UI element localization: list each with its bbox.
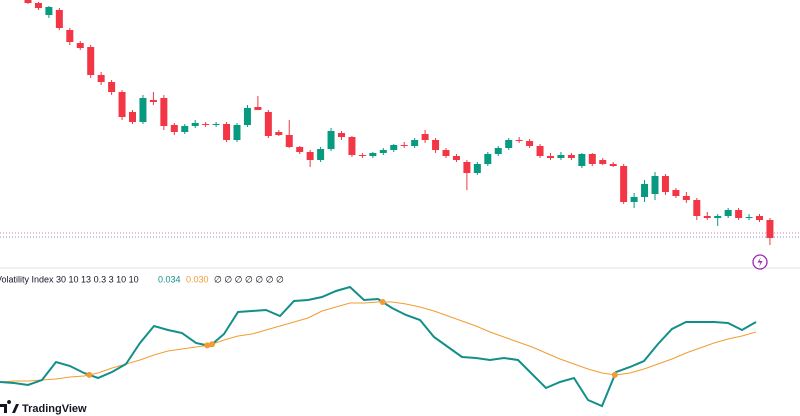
indicator-title: Volatility Index 30 10 13 0.3 3 10 10 <box>0 274 139 284</box>
candle-body <box>275 132 283 135</box>
candle-body <box>306 152 314 160</box>
candle-body <box>421 134 429 140</box>
cross-marker <box>204 342 211 349</box>
candle-body <box>390 145 398 150</box>
cross-marker <box>209 341 215 348</box>
candle-body <box>149 100 157 102</box>
candle-body <box>515 140 523 141</box>
candle-body <box>567 155 575 158</box>
candle-body <box>55 10 63 28</box>
candle-body <box>724 210 732 216</box>
candle-body <box>745 217 753 218</box>
candle-body <box>66 30 74 42</box>
candle-body <box>557 155 565 158</box>
candle-body <box>170 125 178 132</box>
candle-body <box>578 154 586 166</box>
candle-body <box>547 156 554 158</box>
candle-body <box>599 160 607 164</box>
candle-body <box>588 154 596 164</box>
candle-body <box>233 125 241 140</box>
candle-body <box>327 131 335 149</box>
candle-body <box>473 164 481 173</box>
candle-body <box>317 149 325 160</box>
candle-body <box>212 124 220 125</box>
candle-body <box>129 112 136 122</box>
candle-body <box>160 98 168 126</box>
candle-body <box>181 126 189 132</box>
candle-body <box>369 153 377 156</box>
candle-body <box>202 124 210 125</box>
candle-body <box>296 147 304 152</box>
candle-body <box>379 150 387 153</box>
candle-body <box>97 75 105 82</box>
candle-body <box>400 145 408 146</box>
indicator-line <box>0 301 757 383</box>
candle-body <box>34 3 42 8</box>
candle-body <box>254 107 262 110</box>
candle-body <box>661 176 669 192</box>
candle-body <box>630 197 638 202</box>
brand-name: TradingView <box>22 403 87 415</box>
indicator-value: 0.030 <box>186 274 209 284</box>
candle-body <box>411 140 419 146</box>
indicator-value: 0.034 <box>158 274 181 284</box>
candle-body <box>45 7 53 15</box>
candle-body <box>76 43 84 48</box>
candle-body <box>494 148 502 154</box>
candle-body <box>609 164 617 166</box>
candle-body <box>505 140 513 148</box>
candle-body <box>432 140 440 150</box>
candle-body <box>285 135 293 147</box>
indicator-line <box>0 285 757 408</box>
candle-body <box>672 190 680 196</box>
candle-body <box>442 150 450 156</box>
cross-marker <box>86 371 93 378</box>
candle-body <box>24 0 32 3</box>
candle-body <box>641 184 649 197</box>
candle-body <box>703 216 711 218</box>
candle-body <box>223 124 231 140</box>
candle-body <box>651 176 659 194</box>
cross-marker <box>379 299 386 305</box>
candle-body <box>243 108 251 125</box>
candle-body <box>484 154 492 164</box>
candle-body <box>766 220 774 238</box>
candle-body <box>139 98 147 122</box>
candle-body <box>118 92 126 117</box>
candle-body <box>87 47 95 75</box>
candle-body <box>682 196 690 200</box>
logo <box>0 400 19 413</box>
candle-body <box>108 82 116 92</box>
candle-body <box>735 210 743 218</box>
candle-body <box>463 162 471 173</box>
cross-marker <box>611 371 618 378</box>
candle-body <box>693 200 701 216</box>
indicator-extra: ∅ ∅ ∅ ∅ ∅ ∅ ∅ <box>214 274 284 284</box>
candle-body <box>536 146 544 156</box>
candle-body <box>358 155 366 156</box>
candle-body <box>264 112 272 136</box>
candle-body <box>526 141 534 146</box>
candle-body <box>452 156 460 160</box>
candle-body <box>348 137 356 155</box>
candle-body <box>756 216 763 220</box>
alert-icon[interactable] <box>752 254 768 270</box>
candle-body <box>191 123 199 126</box>
candle-body <box>338 133 345 137</box>
candle-body <box>620 166 628 202</box>
candle-body <box>714 216 722 218</box>
